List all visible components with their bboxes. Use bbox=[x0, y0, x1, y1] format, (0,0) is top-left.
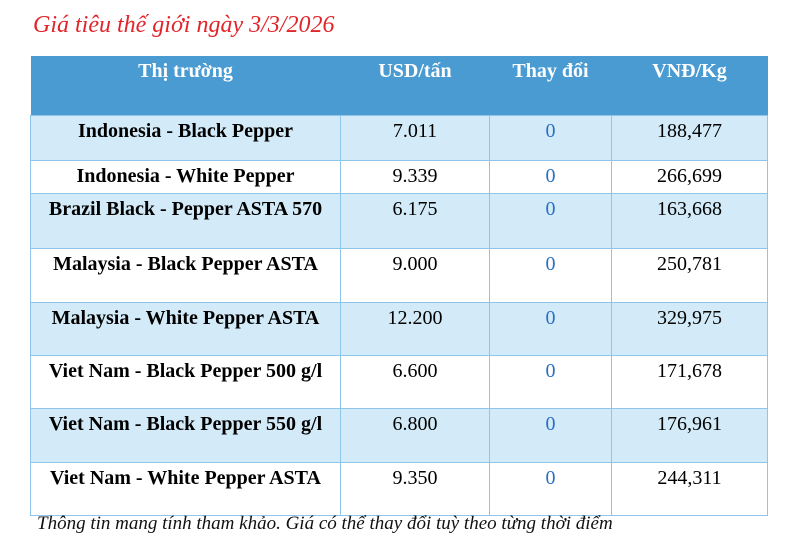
usd-cell: 7.011 bbox=[340, 115, 490, 161]
usd-cell: 6.600 bbox=[340, 355, 490, 409]
vnd-cell: 244,311 bbox=[611, 462, 768, 516]
table-row: Malaysia - White Pepper ASTA 12.200 0 329,9… bbox=[30, 302, 768, 356]
market-cell: Malaysia - White Pepper ASTA bbox=[30, 302, 341, 356]
header-change: Thay đổi bbox=[489, 56, 612, 116]
vnd-cell: 250,781 bbox=[611, 248, 768, 303]
table-row: Viet Nam - White Pepper ASTA 9.350 0 244,31… bbox=[30, 462, 768, 516]
table-row: Malaysia - Black Pepper ASTA 9.000 0 250,78… bbox=[30, 248, 768, 303]
table-row: Viet Nam - Black Pepper 500 g/l 6.600 0 171… bbox=[30, 355, 768, 409]
header-market: Thị trường bbox=[30, 56, 341, 116]
change-cell: 0 bbox=[489, 302, 612, 356]
change-cell: 0 bbox=[489, 115, 612, 161]
market-cell: Indonesia - Black Pepper bbox=[30, 115, 341, 161]
page-title: Giá tiêu thế giới ngày 3/3/2026 bbox=[33, 12, 335, 38]
usd-cell: 6.800 bbox=[340, 408, 490, 463]
table-row: Brazil Black - Pepper ASTA 570 6.175 0 163,… bbox=[30, 193, 768, 249]
market-cell: Viet Nam - Black Pepper 550 g/l bbox=[30, 408, 341, 463]
vnd-cell: 176,961 bbox=[611, 408, 768, 463]
table-row: Indonesia - Black Pepper 7.011 0 188,477 bbox=[30, 115, 768, 161]
change-cell: 0 bbox=[489, 160, 612, 194]
table-header: Thị trường USD/tấn Thay đổi VNĐ/Kg bbox=[30, 56, 768, 116]
change-cell: 0 bbox=[489, 355, 612, 409]
disclaimer-note: Thông tin mang tính tham khảo. Giá có th… bbox=[37, 513, 613, 534]
market-cell: Viet Nam - White Pepper ASTA bbox=[30, 462, 341, 516]
vnd-cell: 329,975 bbox=[611, 302, 768, 356]
usd-cell: 12.200 bbox=[340, 302, 490, 356]
market-cell: Viet Nam - Black Pepper 500 g/l bbox=[30, 355, 341, 409]
vnd-cell: 266,699 bbox=[611, 160, 768, 194]
change-cell: 0 bbox=[489, 408, 612, 463]
market-cell: Brazil Black - Pepper ASTA 570 bbox=[30, 193, 341, 249]
change-cell: 0 bbox=[489, 248, 612, 303]
header-usd: USD/tấn bbox=[340, 56, 490, 116]
header-vnd: VNĐ/Kg bbox=[611, 56, 768, 116]
market-cell: Indonesia - White Pepper bbox=[30, 160, 341, 194]
vnd-cell: 188,477 bbox=[611, 115, 768, 161]
table-row: Viet Nam - Black Pepper 550 g/l 6.800 0 176… bbox=[30, 408, 768, 463]
change-cell: 0 bbox=[489, 193, 612, 249]
usd-cell: 6.175 bbox=[340, 193, 490, 249]
vnd-cell: 163,668 bbox=[611, 193, 768, 249]
vnd-cell: 171,678 bbox=[611, 355, 768, 409]
market-cell: Malaysia - Black Pepper ASTA bbox=[30, 248, 341, 303]
usd-cell: 9.000 bbox=[340, 248, 490, 303]
pepper-price-table: Thị trường USD/tấn Thay đổi VNĐ/Kg Indon… bbox=[30, 56, 768, 516]
usd-cell: 9.339 bbox=[340, 160, 490, 194]
usd-cell: 9.350 bbox=[340, 462, 490, 516]
change-cell: 0 bbox=[489, 462, 612, 516]
table-row: Indonesia - White Pepper 9.339 0 266,699 bbox=[30, 160, 768, 194]
